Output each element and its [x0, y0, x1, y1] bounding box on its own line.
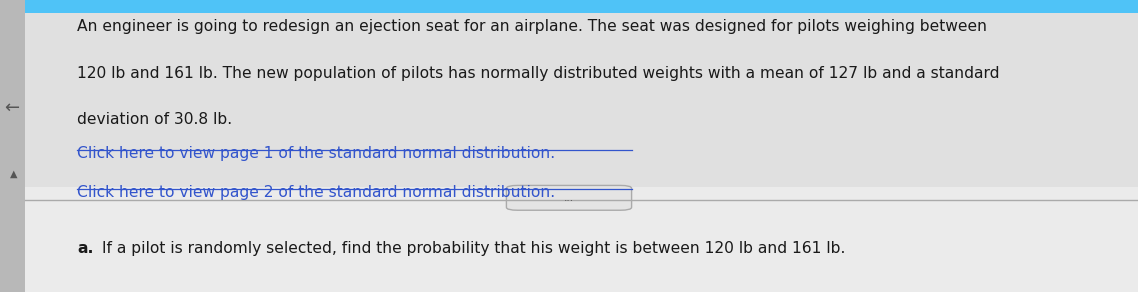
- Bar: [25, 187, 1138, 292]
- Text: ▲: ▲: [10, 169, 17, 179]
- Text: Click here to view page 2 of the standard normal distribution.: Click here to view page 2 of the standar…: [77, 185, 555, 200]
- Text: If a pilot is randomly selected, find the probability that his weight is between: If a pilot is randomly selected, find th…: [102, 241, 846, 256]
- Text: Click here to view page 1 of the standard normal distribution.: Click here to view page 1 of the standar…: [77, 146, 555, 161]
- Bar: [0, 0, 25, 292]
- Text: An engineer is going to redesign an ejection seat for an airplane. The seat was : An engineer is going to redesign an ejec…: [77, 19, 988, 34]
- Text: ...: ...: [564, 193, 574, 203]
- Text: ←: ←: [3, 99, 19, 117]
- FancyBboxPatch shape: [506, 185, 632, 210]
- Text: 120 lb and 161 lb. The new population of pilots has normally distributed weights: 120 lb and 161 lb. The new population of…: [77, 66, 1000, 81]
- Text: a.: a.: [77, 241, 93, 256]
- Text: deviation of 30.8 lb.: deviation of 30.8 lb.: [77, 112, 232, 127]
- Bar: [0, 0, 1138, 13]
